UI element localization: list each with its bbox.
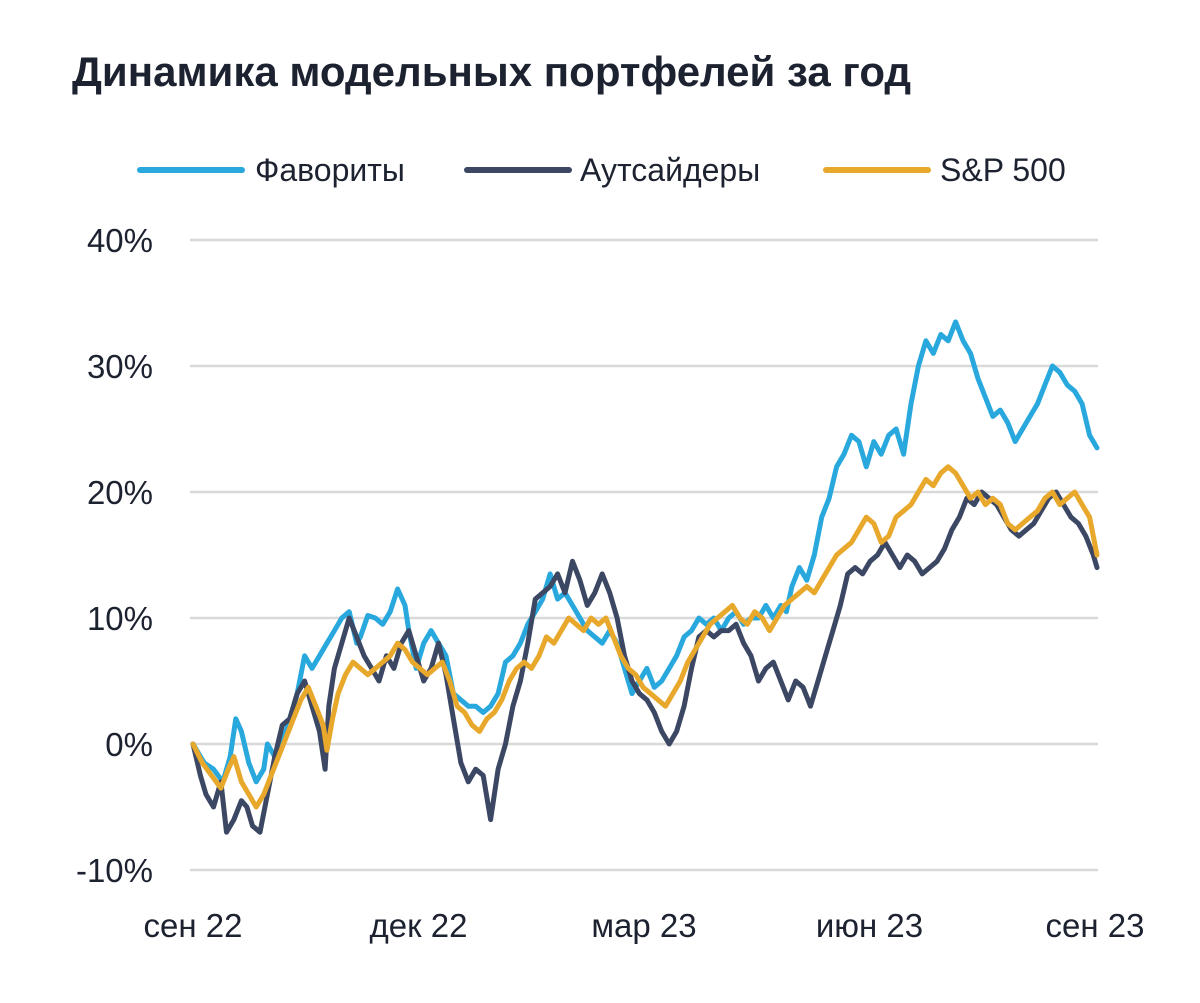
- y-tick-label: 20%: [87, 474, 153, 511]
- x-axis-ticks: сен 22 дек 22 мар 23 июн 23 сен 23: [144, 907, 1145, 944]
- x-tick-label: мар 23: [591, 907, 696, 944]
- legend-label: Фавориты: [255, 152, 405, 188]
- x-tick-label: сен 22: [144, 907, 243, 944]
- chart-title: Динамика модельных портфелей за год: [72, 48, 911, 95]
- series-line: [190, 489, 1100, 835]
- y-tick-label: -10%: [76, 852, 153, 889]
- series-lines: [190, 319, 1100, 835]
- x-tick-label: июн 23: [816, 907, 923, 944]
- series-line: [190, 464, 1100, 810]
- y-tick-label: 40%: [87, 222, 153, 259]
- x-tick-label: дек 22: [370, 907, 468, 944]
- legend-label: Аутсайдеры: [580, 152, 760, 188]
- y-tick-label: 30%: [87, 348, 153, 385]
- legend-label: S&P 500: [940, 152, 1066, 188]
- y-tick-label: 10%: [87, 600, 153, 637]
- chart-legend: Фавориты Аутсайдеры S&P 500: [137, 152, 1066, 188]
- y-tick-label: 0%: [105, 726, 153, 763]
- y-axis-ticks: -10% 0% 10% 20% 30% 40%: [76, 222, 153, 889]
- x-tick-label: сен 23: [1046, 907, 1145, 944]
